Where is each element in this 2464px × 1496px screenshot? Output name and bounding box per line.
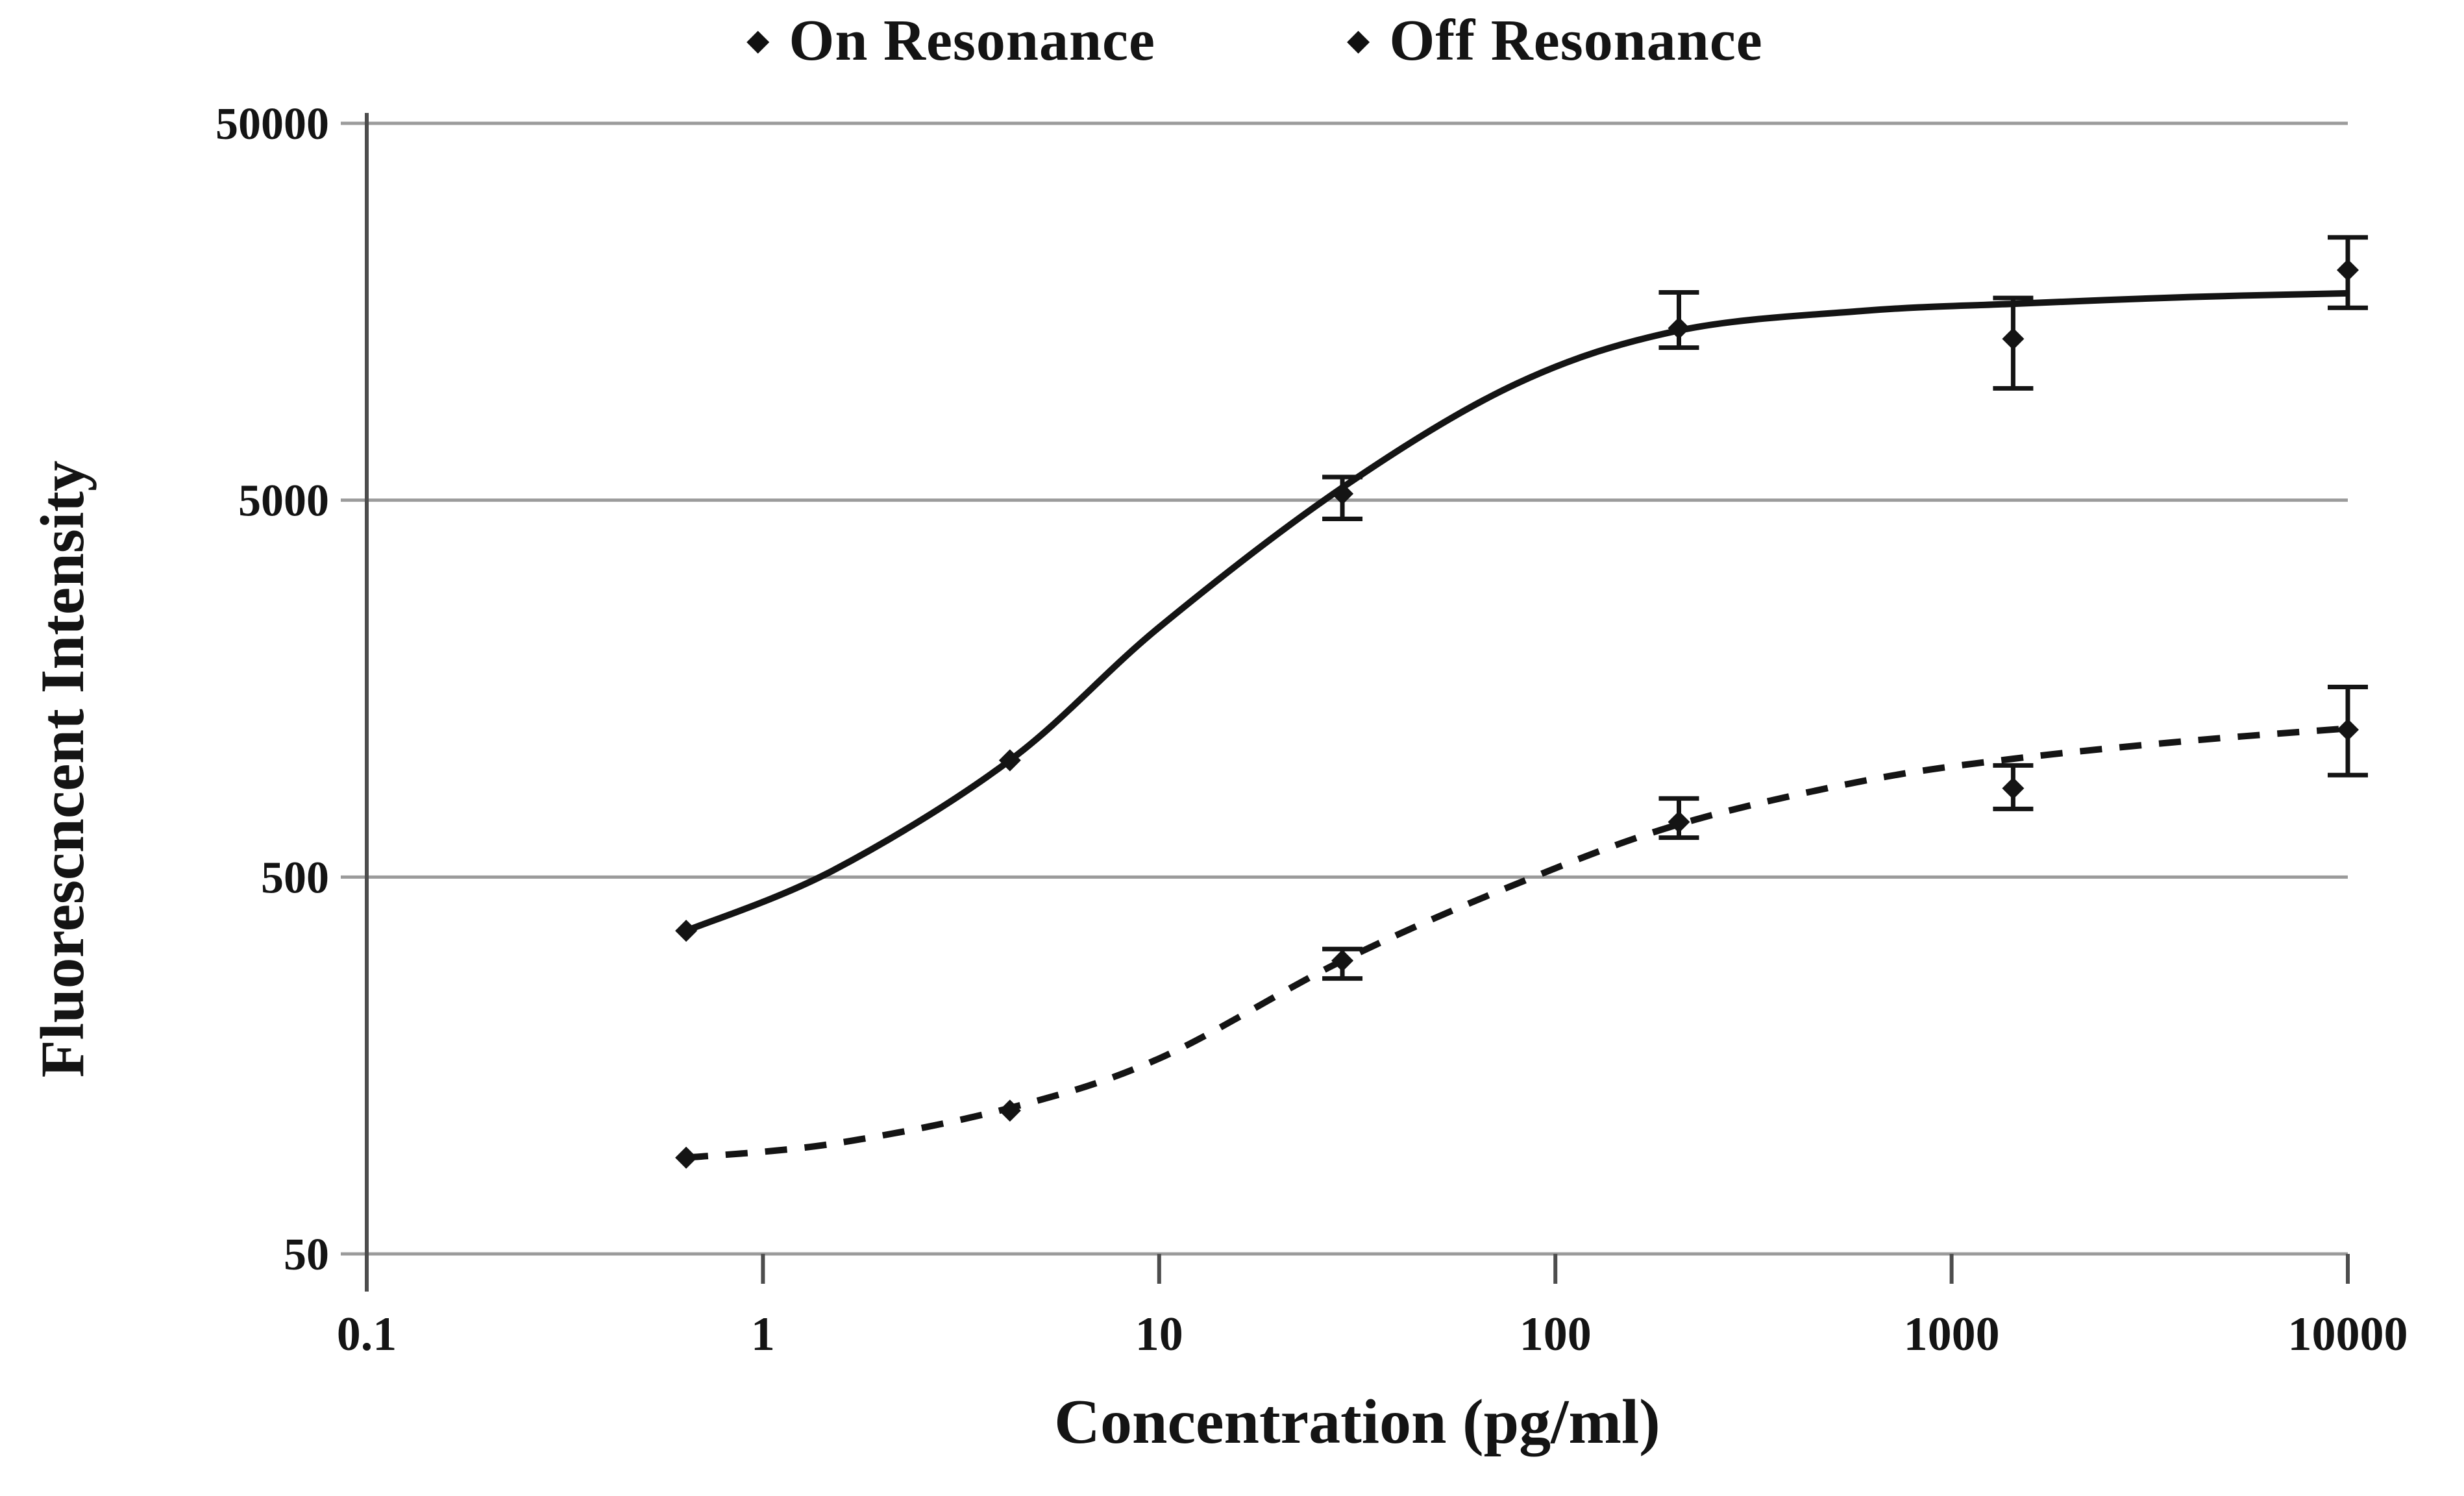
data-point-on-resonance — [1668, 317, 1690, 339]
legend-item-on-resonance: ◆ On Resonance — [746, 7, 1155, 74]
data-point-on-resonance — [2337, 259, 2359, 282]
x-tick-label: 1000 — [1904, 1308, 2000, 1361]
curve-off-resonance — [685, 725, 2348, 1161]
data-point-off-resonance — [2002, 777, 2025, 800]
y-tick-label: 50000 — [216, 99, 329, 149]
diamond-icon: ◆ — [1346, 23, 1370, 56]
diamond-icon: ◆ — [746, 23, 770, 56]
y-tick-label: 5000 — [238, 476, 329, 526]
data-point-off-resonance — [998, 1099, 1021, 1122]
data-point-off-resonance — [1331, 950, 1354, 972]
x-tick-label: 0.1 — [337, 1308, 397, 1361]
x-tick-label: 10 — [1135, 1308, 1183, 1361]
x-tick-label: 10000 — [2288, 1308, 2408, 1361]
y-tick-label: 500 — [261, 853, 329, 903]
data-point-off-resonance — [1668, 811, 1690, 833]
x-axis-title: Concentration (pg/ml) — [1054, 1387, 1660, 1457]
data-point-off-resonance — [675, 1146, 698, 1169]
legend-label-on-resonance: On Resonance — [789, 8, 1155, 73]
curve-on-resonance — [685, 289, 2348, 934]
data-point-on-resonance — [2002, 328, 2025, 350]
data-point-off-resonance — [2337, 718, 2359, 741]
legend-item-off-resonance: ◆ Off Resonance — [1347, 7, 1763, 74]
data-point-on-resonance — [998, 749, 1021, 772]
data-point-on-resonance — [675, 920, 698, 942]
x-tick-label: 1 — [751, 1308, 775, 1361]
data-point-on-resonance — [1331, 482, 1354, 505]
legend: ◆ On Resonance ◆ Off Resonance — [746, 1, 1763, 79]
y-tick-label: 50 — [284, 1230, 329, 1280]
x-tick-label: 100 — [1520, 1308, 1592, 1361]
legend-label-off-resonance: Off Resonance — [1389, 8, 1763, 73]
